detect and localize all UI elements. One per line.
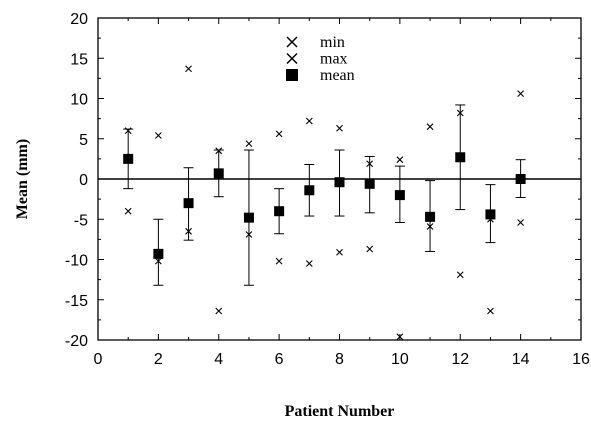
- max-point: [336, 124, 343, 132]
- max-point: [396, 156, 404, 164]
- min-point: [517, 219, 525, 226]
- min-point: [396, 333, 404, 341]
- min-point-stroke: [215, 307, 223, 315]
- min-point: [275, 257, 283, 265]
- mean-point: [243, 212, 254, 223]
- mean-point: [485, 209, 496, 220]
- min-point: [487, 307, 494, 315]
- x-tick-label: 4: [214, 351, 223, 368]
- y-tick-label: 15: [70, 51, 88, 68]
- max-point: [517, 90, 525, 98]
- legend-min-label: min: [320, 34, 345, 51]
- legend-min-icon: [286, 36, 298, 48]
- min-point: [336, 248, 343, 256]
- legend-max-label: max: [320, 51, 348, 68]
- min-point-stroke: [275, 257, 283, 265]
- max-point-stroke: [305, 117, 313, 125]
- x-tick-label: 10: [391, 351, 409, 368]
- x-tick-label: 2: [154, 351, 163, 368]
- max-point-stroke: [517, 90, 525, 98]
- mean-point: [274, 206, 285, 217]
- min-point-stroke: [336, 248, 343, 256]
- min-point-stroke: [366, 245, 374, 253]
- max-point-stroke: [185, 65, 192, 73]
- mean-point: [394, 190, 405, 201]
- min-point-stroke: [124, 207, 132, 215]
- max-point-stroke: [275, 130, 283, 138]
- mean-point: [153, 248, 164, 259]
- min-point-stroke: [487, 307, 494, 315]
- min-point: [366, 245, 374, 253]
- min-point-stroke: [305, 260, 313, 267]
- plot-marks: [123, 65, 526, 341]
- x-tick-label: 12: [451, 351, 469, 368]
- mean-point: [213, 168, 224, 179]
- min-point: [305, 260, 313, 267]
- legend-min-icon-stroke: [286, 36, 298, 48]
- x-axis-title: Patient Number: [285, 403, 395, 420]
- y-tick-label: 5: [79, 132, 88, 149]
- legend-max-icon-stroke: [286, 52, 298, 65]
- mean-point: [183, 198, 194, 209]
- legend-mean-icon: [286, 69, 298, 81]
- max-point: [154, 132, 162, 139]
- mean-point: [425, 211, 436, 222]
- legend-max-icon: [286, 52, 298, 65]
- min-point: [215, 307, 223, 315]
- y-axis-title: Mean (mm): [14, 139, 31, 219]
- mean-point: [515, 174, 526, 184]
- max-point-stroke: [426, 123, 434, 131]
- y-tick-label: -10: [65, 253, 88, 270]
- y-tick-label: 10: [70, 92, 88, 109]
- max-point: [245, 140, 253, 147]
- y-tick-label: 20: [70, 11, 88, 28]
- min-point-stroke: [517, 219, 525, 226]
- max-point-stroke: [396, 156, 404, 164]
- x-tick-label: 8: [335, 351, 344, 368]
- max-point-stroke: [336, 124, 343, 132]
- y-tick-label: -20: [65, 333, 88, 350]
- max-point-stroke: [154, 132, 162, 139]
- max-point: [185, 65, 192, 73]
- x-tick-label: 0: [94, 351, 103, 368]
- max-point: [305, 117, 313, 125]
- mean-point: [304, 185, 315, 196]
- max-point: [275, 130, 283, 138]
- x-tick-label: 16: [572, 351, 590, 368]
- max-point: [426, 123, 434, 131]
- legend-mean-label: mean: [320, 67, 355, 84]
- min-point: [456, 271, 464, 279]
- min-point-stroke: [456, 271, 464, 279]
- y-tick-label: 0: [79, 172, 88, 189]
- x-tick-label: 6: [275, 351, 284, 368]
- min-point: [124, 207, 132, 215]
- min-point-stroke: [396, 333, 404, 341]
- mean-point: [123, 153, 134, 164]
- mean-point: [455, 152, 466, 163]
- max-point-stroke: [245, 140, 253, 147]
- x-tick-label: 14: [512, 351, 530, 368]
- y-tick-label: -15: [65, 293, 88, 310]
- y-tick-label: -5: [74, 212, 88, 229]
- mean-point: [334, 177, 345, 188]
- mean-point: [364, 178, 375, 189]
